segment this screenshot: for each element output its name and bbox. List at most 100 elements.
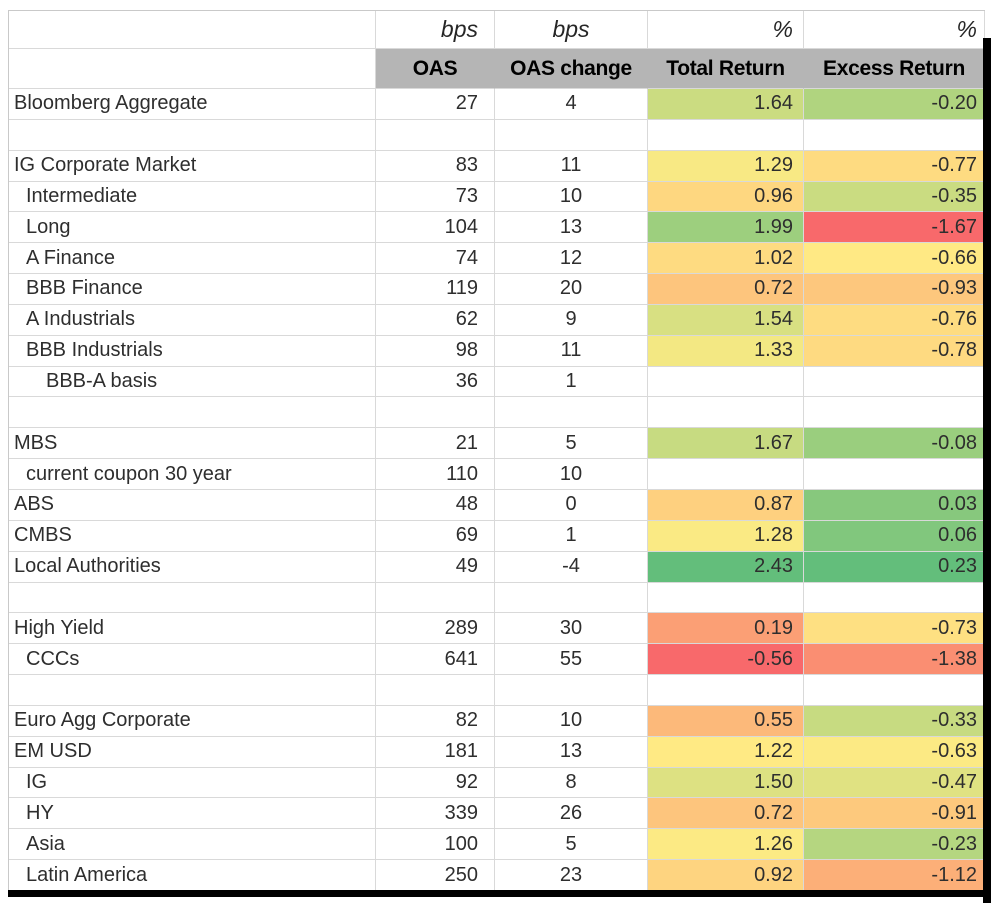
row-label: BBB-A basis bbox=[9, 366, 376, 398]
total-return-value: 1.33 bbox=[648, 335, 804, 367]
table-row: A Industrials 62 9 1.54 -0.76 bbox=[9, 304, 985, 336]
excess-return-value bbox=[804, 675, 985, 706]
total-return-value bbox=[648, 366, 804, 398]
oas-value bbox=[376, 397, 495, 429]
total-return-value: 1.28 bbox=[648, 520, 804, 552]
total-return-value: 1.22 bbox=[648, 736, 804, 768]
row-label: IG Corporate Market bbox=[9, 150, 376, 182]
table-row: MBS 21 5 1.67 -0.08 bbox=[9, 428, 985, 460]
row-label: CCCs bbox=[9, 644, 376, 676]
oas-change-value: 9 bbox=[495, 304, 648, 336]
row-label: Latin America bbox=[9, 860, 376, 891]
table-row: BBB Industrials 98 11 1.33 -0.78 bbox=[9, 335, 985, 367]
row-label bbox=[9, 119, 376, 151]
total-return-value bbox=[648, 459, 804, 490]
excess-return-column-header: Excess Return bbox=[804, 49, 985, 89]
row-label: High Yield bbox=[9, 613, 376, 645]
excess-return-value: -0.66 bbox=[804, 243, 985, 275]
total-return-value: 1.26 bbox=[648, 829, 804, 861]
units-row: bps bps % % bbox=[9, 11, 985, 49]
total-return-value bbox=[648, 675, 804, 706]
oas-value: 36 bbox=[376, 366, 495, 398]
total-return-value: 1.67 bbox=[648, 428, 804, 460]
excess-return-value: -0.20 bbox=[804, 89, 985, 120]
row-label bbox=[9, 675, 376, 706]
oas-change-unit: bps bbox=[495, 11, 648, 49]
row-label: BBB Finance bbox=[9, 274, 376, 305]
oas-change-value: 20 bbox=[495, 274, 648, 305]
table-row: IG Corporate Market 83 11 1.29 -0.77 bbox=[9, 150, 985, 182]
oas-value: 27 bbox=[376, 89, 495, 120]
oas-change-value bbox=[495, 582, 648, 614]
table-row: BBB Finance 119 20 0.72 -0.93 bbox=[9, 274, 985, 305]
oas-value bbox=[376, 675, 495, 706]
total-return-unit: % bbox=[648, 11, 804, 49]
total-return-value: -0.56 bbox=[648, 644, 804, 676]
table-row: Latin America 250 23 0.92 -1.12 bbox=[9, 860, 985, 891]
excess-return-unit: % bbox=[804, 11, 985, 49]
oas-change-value: 8 bbox=[495, 767, 648, 799]
excess-return-value: -0.93 bbox=[804, 274, 985, 305]
oas-change-column-header: OAS change bbox=[495, 49, 648, 89]
row-label bbox=[9, 397, 376, 429]
table-row: Euro Agg Corporate 82 10 0.55 -0.33 bbox=[9, 705, 985, 737]
header-row: OAS OAS change Total Return Excess Retur… bbox=[9, 49, 985, 89]
oas-change-value: 1 bbox=[495, 366, 648, 398]
excess-return-value: -0.73 bbox=[804, 613, 985, 645]
row-label: EM USD bbox=[9, 736, 376, 768]
right-border-bar bbox=[983, 38, 991, 903]
credit-metrics-table: bps bps % % OAS OAS change Total Return … bbox=[8, 10, 985, 891]
excess-return-value: -0.35 bbox=[804, 181, 985, 213]
header-label-cell bbox=[9, 49, 376, 89]
excess-return-value: -0.76 bbox=[804, 304, 985, 336]
table-row: CMBS 69 1 1.28 0.06 bbox=[9, 520, 985, 552]
table-row: HY 339 26 0.72 -0.91 bbox=[9, 798, 985, 830]
total-return-value: 0.72 bbox=[648, 274, 804, 305]
excess-return-value: -1.38 bbox=[804, 644, 985, 676]
oas-change-value: 0 bbox=[495, 489, 648, 521]
oas-change-value: 13 bbox=[495, 212, 648, 244]
excess-return-value bbox=[804, 582, 985, 614]
row-label: Euro Agg Corporate bbox=[9, 705, 376, 737]
oas-value: 119 bbox=[376, 274, 495, 305]
row-label: CMBS bbox=[9, 520, 376, 552]
table-row: High Yield 289 30 0.19 -0.73 bbox=[9, 613, 985, 645]
table-row: CCCs 641 55 -0.56 -1.38 bbox=[9, 644, 985, 676]
total-return-value bbox=[648, 397, 804, 429]
total-return-value: 1.29 bbox=[648, 150, 804, 182]
oas-value: 62 bbox=[376, 304, 495, 336]
total-return-value: 0.92 bbox=[648, 860, 804, 891]
bottom-border-bar bbox=[8, 890, 983, 897]
oas-unit: bps bbox=[376, 11, 495, 49]
table-body: Bloomberg Aggregate 27 4 1.64 -0.20 IG Corpor… bbox=[9, 89, 985, 891]
total-return-value: 2.43 bbox=[648, 551, 804, 583]
excess-return-value: -0.33 bbox=[804, 705, 985, 737]
row-label: current coupon 30 year bbox=[9, 459, 376, 490]
excess-return-value: -0.08 bbox=[804, 428, 985, 460]
oas-value: 74 bbox=[376, 243, 495, 275]
oas-value: 69 bbox=[376, 520, 495, 552]
oas-change-value: 23 bbox=[495, 860, 648, 891]
row-label: Asia bbox=[9, 829, 376, 861]
row-label: MBS bbox=[9, 428, 376, 460]
oas-value: 289 bbox=[376, 613, 495, 645]
oas-value: 73 bbox=[376, 181, 495, 213]
oas-value: 100 bbox=[376, 829, 495, 861]
total-return-column-header: Total Return bbox=[648, 49, 804, 89]
table-row: Intermediate 73 10 0.96 -0.35 bbox=[9, 181, 985, 213]
table-row: Local Authorities 49 -4 2.43 0.23 bbox=[9, 551, 985, 583]
oas-change-value: 30 bbox=[495, 613, 648, 645]
row-label: Local Authorities bbox=[9, 551, 376, 583]
oas-value: 250 bbox=[376, 860, 495, 891]
oas-change-value: 10 bbox=[495, 459, 648, 490]
table-row: BBB-A basis 36 1 bbox=[9, 366, 985, 398]
oas-value: 92 bbox=[376, 767, 495, 799]
oas-value: 104 bbox=[376, 212, 495, 244]
oas-change-value: 26 bbox=[495, 798, 648, 830]
row-label: A Industrials bbox=[9, 304, 376, 336]
table-row bbox=[9, 119, 985, 151]
excess-return-value: -0.23 bbox=[804, 829, 985, 861]
oas-value: 110 bbox=[376, 459, 495, 490]
oas-value: 48 bbox=[376, 489, 495, 521]
oas-change-value: 4 bbox=[495, 89, 648, 120]
